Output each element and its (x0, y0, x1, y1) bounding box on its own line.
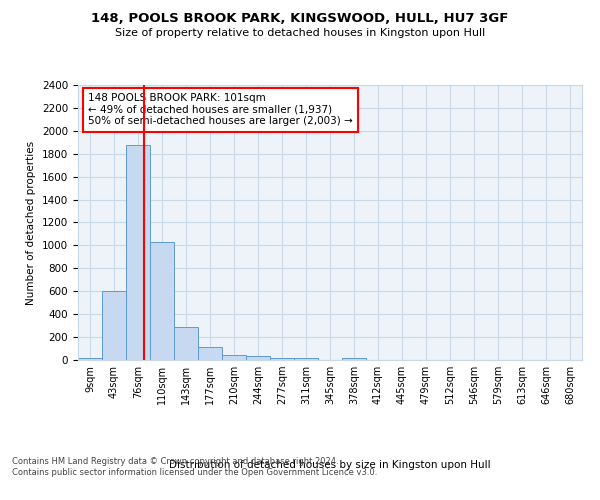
Bar (174, 327, 198, 360)
Bar (342, 358, 366, 360)
Bar (222, 354, 246, 360)
Bar (126, 144, 150, 360)
Bar (294, 358, 318, 360)
Bar (270, 358, 294, 360)
Text: Contains HM Land Registry data © Crown copyright and database right 2024.
Contai: Contains HM Land Registry data © Crown c… (12, 458, 377, 477)
Bar (198, 348, 222, 360)
Text: 148, POOLS BROOK PARK, KINGSWOOD, HULL, HU7 3GF: 148, POOLS BROOK PARK, KINGSWOOD, HULL, … (91, 12, 509, 26)
Text: 148 POOLS BROOK PARK: 101sqm
← 49% of detached houses are smaller (1,937)
50% of: 148 POOLS BROOK PARK: 101sqm ← 49% of de… (88, 93, 353, 126)
X-axis label: Distribution of detached houses by size in Kingston upon Hull: Distribution of detached houses by size … (169, 460, 491, 470)
Bar (78, 358, 102, 360)
Bar (102, 291, 126, 360)
Bar (150, 242, 174, 360)
Y-axis label: Number of detached properties: Number of detached properties (26, 140, 37, 304)
Text: Size of property relative to detached houses in Kingston upon Hull: Size of property relative to detached ho… (115, 28, 485, 38)
Bar (246, 356, 270, 360)
